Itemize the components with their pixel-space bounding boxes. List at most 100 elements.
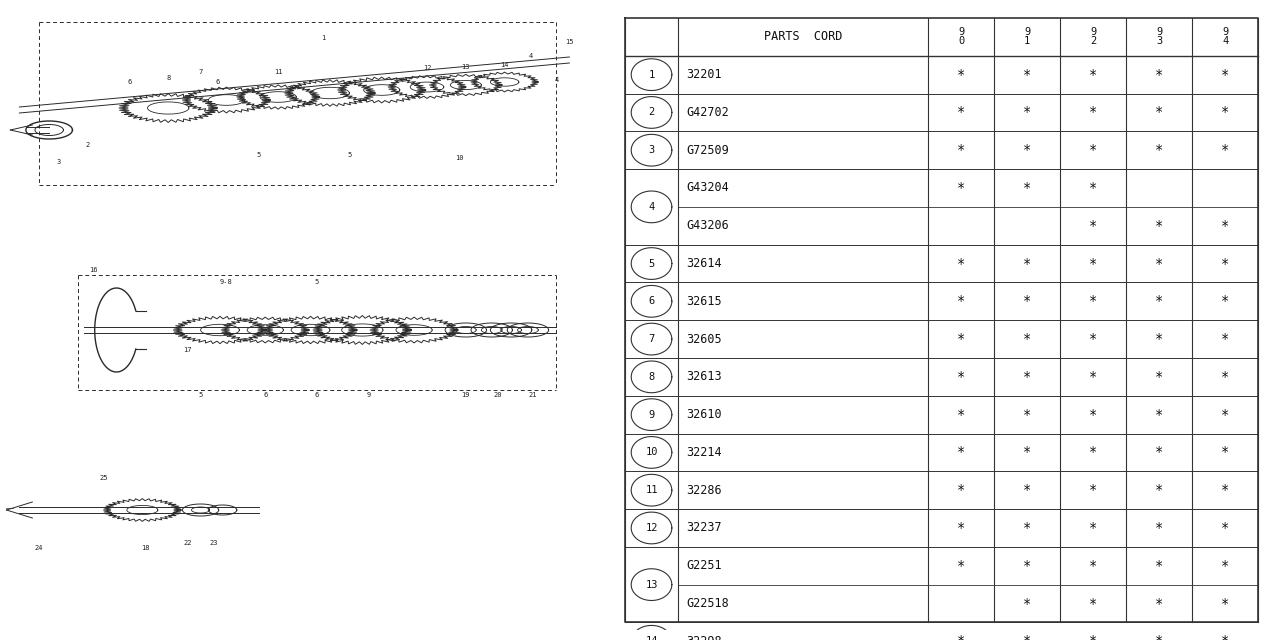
Text: G43204: G43204 bbox=[686, 182, 728, 195]
Text: 13: 13 bbox=[645, 580, 658, 589]
Text: 32613: 32613 bbox=[686, 371, 722, 383]
Text: *: * bbox=[957, 634, 965, 640]
Text: *: * bbox=[1023, 483, 1032, 497]
Text: 6: 6 bbox=[215, 79, 219, 85]
Text: 9
1: 9 1 bbox=[1024, 27, 1030, 46]
Text: *: * bbox=[1089, 521, 1097, 535]
Text: 9: 9 bbox=[649, 410, 654, 420]
Text: 6: 6 bbox=[649, 296, 654, 307]
Text: *: * bbox=[1089, 408, 1097, 422]
Text: *: * bbox=[957, 106, 965, 120]
Text: 12: 12 bbox=[645, 523, 658, 533]
Text: 6: 6 bbox=[127, 79, 132, 85]
Text: 9
4: 9 4 bbox=[1222, 27, 1229, 46]
Text: 1: 1 bbox=[321, 35, 325, 41]
Text: 5: 5 bbox=[198, 392, 202, 398]
Text: 14: 14 bbox=[500, 62, 509, 68]
Text: 32237: 32237 bbox=[686, 522, 722, 534]
Text: *: * bbox=[1221, 219, 1229, 233]
Text: 10: 10 bbox=[645, 447, 658, 458]
Text: 25: 25 bbox=[100, 475, 108, 481]
Text: *: * bbox=[1221, 106, 1229, 120]
Text: *: * bbox=[1023, 370, 1032, 384]
Text: *: * bbox=[1221, 294, 1229, 308]
Text: *: * bbox=[1221, 634, 1229, 640]
Text: *: * bbox=[1155, 219, 1164, 233]
Text: 32214: 32214 bbox=[686, 446, 722, 459]
Text: *: * bbox=[957, 257, 965, 271]
Text: *: * bbox=[957, 294, 965, 308]
Text: *: * bbox=[1023, 634, 1032, 640]
Text: *: * bbox=[1155, 257, 1164, 271]
Text: 32615: 32615 bbox=[686, 295, 722, 308]
Text: *: * bbox=[1221, 332, 1229, 346]
Text: *: * bbox=[1089, 445, 1097, 460]
Text: 20: 20 bbox=[494, 392, 503, 398]
Text: 21: 21 bbox=[529, 392, 538, 398]
Text: *: * bbox=[1023, 143, 1032, 157]
Text: 4: 4 bbox=[649, 202, 654, 212]
Text: *: * bbox=[1221, 445, 1229, 460]
Text: 32298: 32298 bbox=[686, 635, 722, 640]
Text: *: * bbox=[1155, 370, 1164, 384]
Text: 8: 8 bbox=[649, 372, 654, 382]
Text: 7: 7 bbox=[198, 69, 202, 75]
Text: *: * bbox=[957, 445, 965, 460]
Text: 22: 22 bbox=[183, 540, 192, 546]
Text: 15: 15 bbox=[564, 39, 573, 45]
Text: *: * bbox=[1221, 596, 1229, 611]
Text: *: * bbox=[1089, 294, 1097, 308]
Text: *: * bbox=[1221, 408, 1229, 422]
Text: 11: 11 bbox=[274, 69, 283, 75]
Text: 5: 5 bbox=[649, 259, 654, 269]
Text: 11: 11 bbox=[645, 485, 658, 495]
Text: 13: 13 bbox=[462, 64, 470, 70]
Text: *: * bbox=[1089, 559, 1097, 573]
Text: *: * bbox=[957, 68, 965, 82]
Text: *: * bbox=[957, 181, 965, 195]
Text: 17: 17 bbox=[183, 347, 192, 353]
Text: *: * bbox=[1089, 634, 1097, 640]
Text: *: * bbox=[957, 370, 965, 384]
Text: *: * bbox=[1221, 521, 1229, 535]
Text: 32286: 32286 bbox=[686, 484, 722, 497]
Text: *: * bbox=[1089, 257, 1097, 271]
Text: *: * bbox=[1155, 68, 1164, 82]
Text: 10: 10 bbox=[456, 155, 463, 161]
Text: 19: 19 bbox=[462, 392, 470, 398]
Text: 5: 5 bbox=[315, 279, 319, 285]
Text: 7: 7 bbox=[649, 334, 654, 344]
Text: *: * bbox=[1089, 370, 1097, 384]
Text: *: * bbox=[1023, 294, 1032, 308]
Text: 24: 24 bbox=[35, 545, 44, 551]
Text: *: * bbox=[1023, 408, 1032, 422]
Text: *: * bbox=[1089, 332, 1097, 346]
Text: *: * bbox=[1221, 143, 1229, 157]
Text: *: * bbox=[1023, 68, 1032, 82]
Text: *: * bbox=[1023, 106, 1032, 120]
Text: *: * bbox=[1155, 596, 1164, 611]
Text: *: * bbox=[1221, 68, 1229, 82]
Text: 9
0: 9 0 bbox=[957, 27, 964, 46]
Text: *: * bbox=[1221, 257, 1229, 271]
Text: *: * bbox=[1023, 332, 1032, 346]
Text: *: * bbox=[1023, 257, 1032, 271]
Text: 9: 9 bbox=[366, 392, 371, 398]
Text: G42702: G42702 bbox=[686, 106, 728, 119]
Text: *: * bbox=[1155, 559, 1164, 573]
Text: *: * bbox=[957, 332, 965, 346]
Text: 4: 4 bbox=[529, 53, 532, 59]
Text: *: * bbox=[957, 408, 965, 422]
Text: *: * bbox=[1089, 483, 1097, 497]
Text: 2: 2 bbox=[86, 142, 90, 148]
Text: 1: 1 bbox=[649, 70, 654, 79]
Text: 23: 23 bbox=[209, 540, 218, 546]
Text: 18: 18 bbox=[141, 545, 150, 551]
Text: *: * bbox=[1089, 106, 1097, 120]
Text: *: * bbox=[1023, 181, 1032, 195]
Text: 6: 6 bbox=[315, 392, 319, 398]
Text: 9
2: 9 2 bbox=[1091, 27, 1096, 46]
Text: G43206: G43206 bbox=[686, 220, 728, 232]
Text: *: * bbox=[1089, 596, 1097, 611]
Text: G72509: G72509 bbox=[686, 144, 728, 157]
